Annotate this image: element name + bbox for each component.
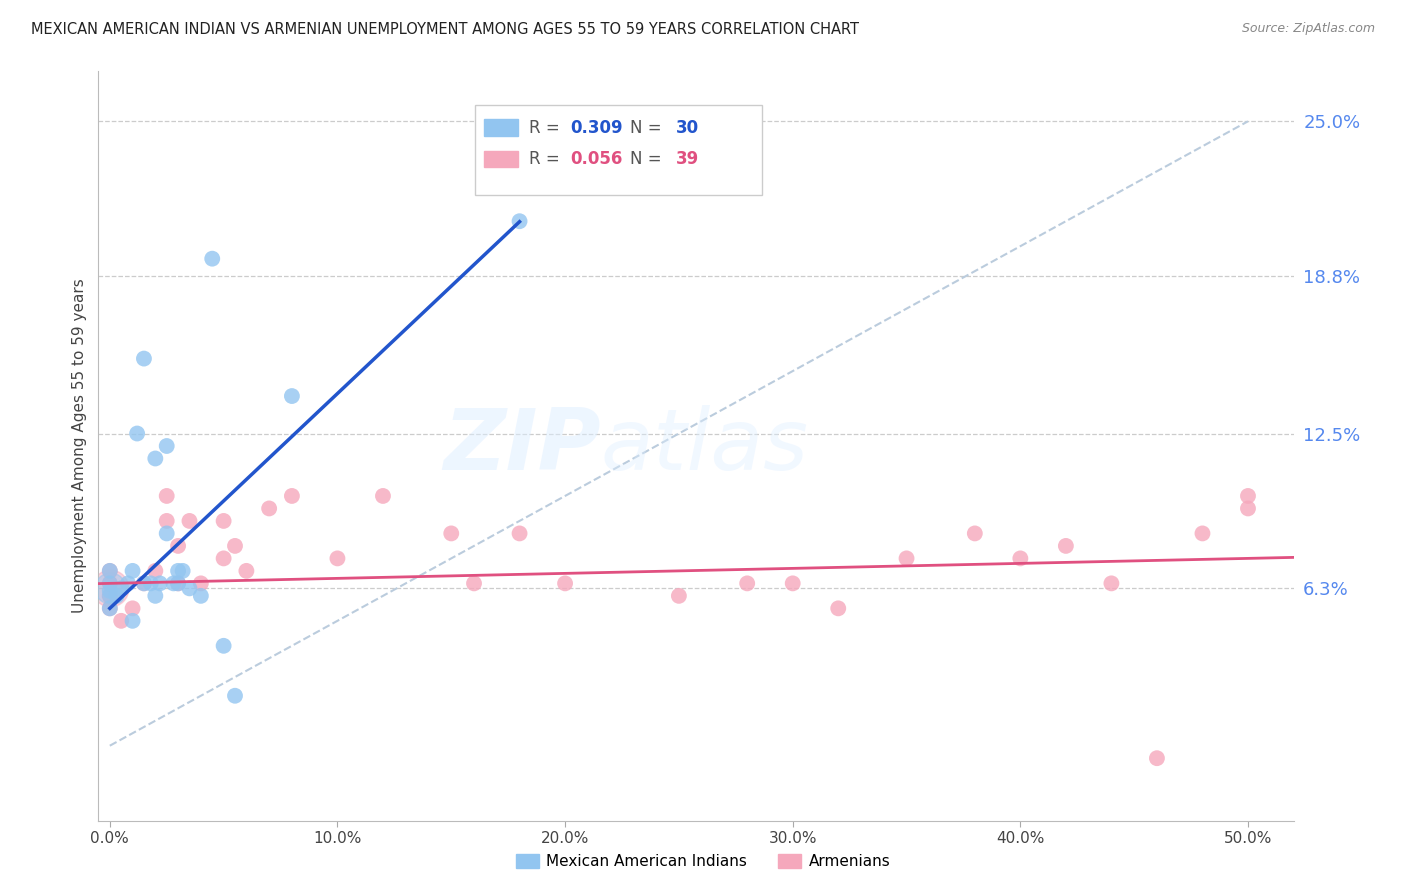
Point bbox=[179, 582, 201, 596]
Text: 30: 30 bbox=[676, 119, 699, 136]
Point bbox=[156, 439, 179, 453]
Point bbox=[127, 426, 149, 441]
Point bbox=[463, 576, 485, 591]
Point bbox=[1146, 751, 1168, 765]
Point bbox=[509, 214, 531, 228]
Point bbox=[1054, 539, 1077, 553]
Bar bbox=[485, 120, 517, 136]
Text: Source: ZipAtlas.com: Source: ZipAtlas.com bbox=[1241, 22, 1375, 36]
Point bbox=[121, 601, 143, 615]
Point bbox=[156, 526, 179, 541]
Point bbox=[117, 576, 139, 591]
Point bbox=[98, 582, 121, 596]
Bar bbox=[485, 151, 517, 168]
Point bbox=[735, 576, 758, 591]
Point bbox=[1099, 576, 1122, 591]
Point bbox=[172, 564, 194, 578]
Point bbox=[167, 539, 190, 553]
Point bbox=[132, 576, 155, 591]
Point bbox=[1010, 551, 1032, 566]
Text: atlas: atlas bbox=[600, 404, 808, 488]
Point bbox=[98, 601, 121, 615]
Point bbox=[235, 564, 257, 578]
Point bbox=[281, 489, 304, 503]
Text: 0.309: 0.309 bbox=[571, 119, 623, 136]
Point bbox=[440, 526, 463, 541]
Point bbox=[98, 589, 121, 603]
Point bbox=[143, 451, 166, 466]
FancyBboxPatch shape bbox=[475, 105, 762, 195]
Point bbox=[121, 614, 143, 628]
Point bbox=[132, 576, 155, 591]
Point bbox=[827, 601, 849, 615]
Text: R =: R = bbox=[529, 150, 565, 168]
Point bbox=[110, 582, 132, 596]
Point bbox=[132, 351, 155, 366]
Point bbox=[179, 514, 201, 528]
Point bbox=[224, 689, 246, 703]
Point bbox=[167, 576, 190, 591]
Point bbox=[782, 576, 804, 591]
Point bbox=[143, 564, 166, 578]
Point bbox=[1237, 501, 1260, 516]
Point bbox=[212, 551, 235, 566]
Legend: Mexican American Indians, Armenians: Mexican American Indians, Armenians bbox=[510, 848, 896, 875]
Point bbox=[896, 551, 918, 566]
Point bbox=[281, 389, 304, 403]
Point bbox=[212, 514, 235, 528]
Text: N =: N = bbox=[630, 150, 666, 168]
Point bbox=[98, 583, 121, 598]
Point bbox=[162, 576, 184, 591]
Point bbox=[167, 564, 190, 578]
Point bbox=[149, 576, 172, 591]
Point bbox=[668, 589, 690, 603]
Point bbox=[98, 601, 121, 615]
Point bbox=[110, 614, 132, 628]
Point bbox=[1237, 489, 1260, 503]
Point bbox=[190, 589, 212, 603]
Text: ZIP: ZIP bbox=[443, 404, 600, 488]
Point bbox=[98, 564, 121, 578]
Point bbox=[201, 252, 224, 266]
Point bbox=[156, 489, 179, 503]
Text: MEXICAN AMERICAN INDIAN VS ARMENIAN UNEMPLOYMENT AMONG AGES 55 TO 59 YEARS CORRE: MEXICAN AMERICAN INDIAN VS ARMENIAN UNEM… bbox=[31, 22, 859, 37]
Point bbox=[190, 576, 212, 591]
Point bbox=[167, 576, 190, 591]
Point bbox=[326, 551, 349, 566]
Point bbox=[156, 514, 179, 528]
Point bbox=[509, 526, 531, 541]
Point bbox=[257, 501, 280, 516]
Point bbox=[212, 639, 235, 653]
Text: 39: 39 bbox=[676, 150, 699, 168]
Text: N =: N = bbox=[630, 119, 666, 136]
Point bbox=[143, 589, 166, 603]
Point bbox=[98, 576, 121, 591]
Point bbox=[121, 564, 143, 578]
Point bbox=[139, 576, 162, 591]
Y-axis label: Unemployment Among Ages 55 to 59 years: Unemployment Among Ages 55 to 59 years bbox=[72, 278, 87, 614]
Text: R =: R = bbox=[529, 119, 565, 136]
Point bbox=[554, 576, 576, 591]
Point bbox=[98, 589, 121, 603]
Point bbox=[1191, 526, 1213, 541]
Point bbox=[98, 576, 121, 591]
Text: 0.056: 0.056 bbox=[571, 150, 623, 168]
Point bbox=[105, 589, 128, 603]
Point bbox=[963, 526, 986, 541]
Point bbox=[98, 564, 121, 578]
Point bbox=[98, 582, 121, 596]
Point bbox=[371, 489, 394, 503]
Point bbox=[224, 539, 246, 553]
